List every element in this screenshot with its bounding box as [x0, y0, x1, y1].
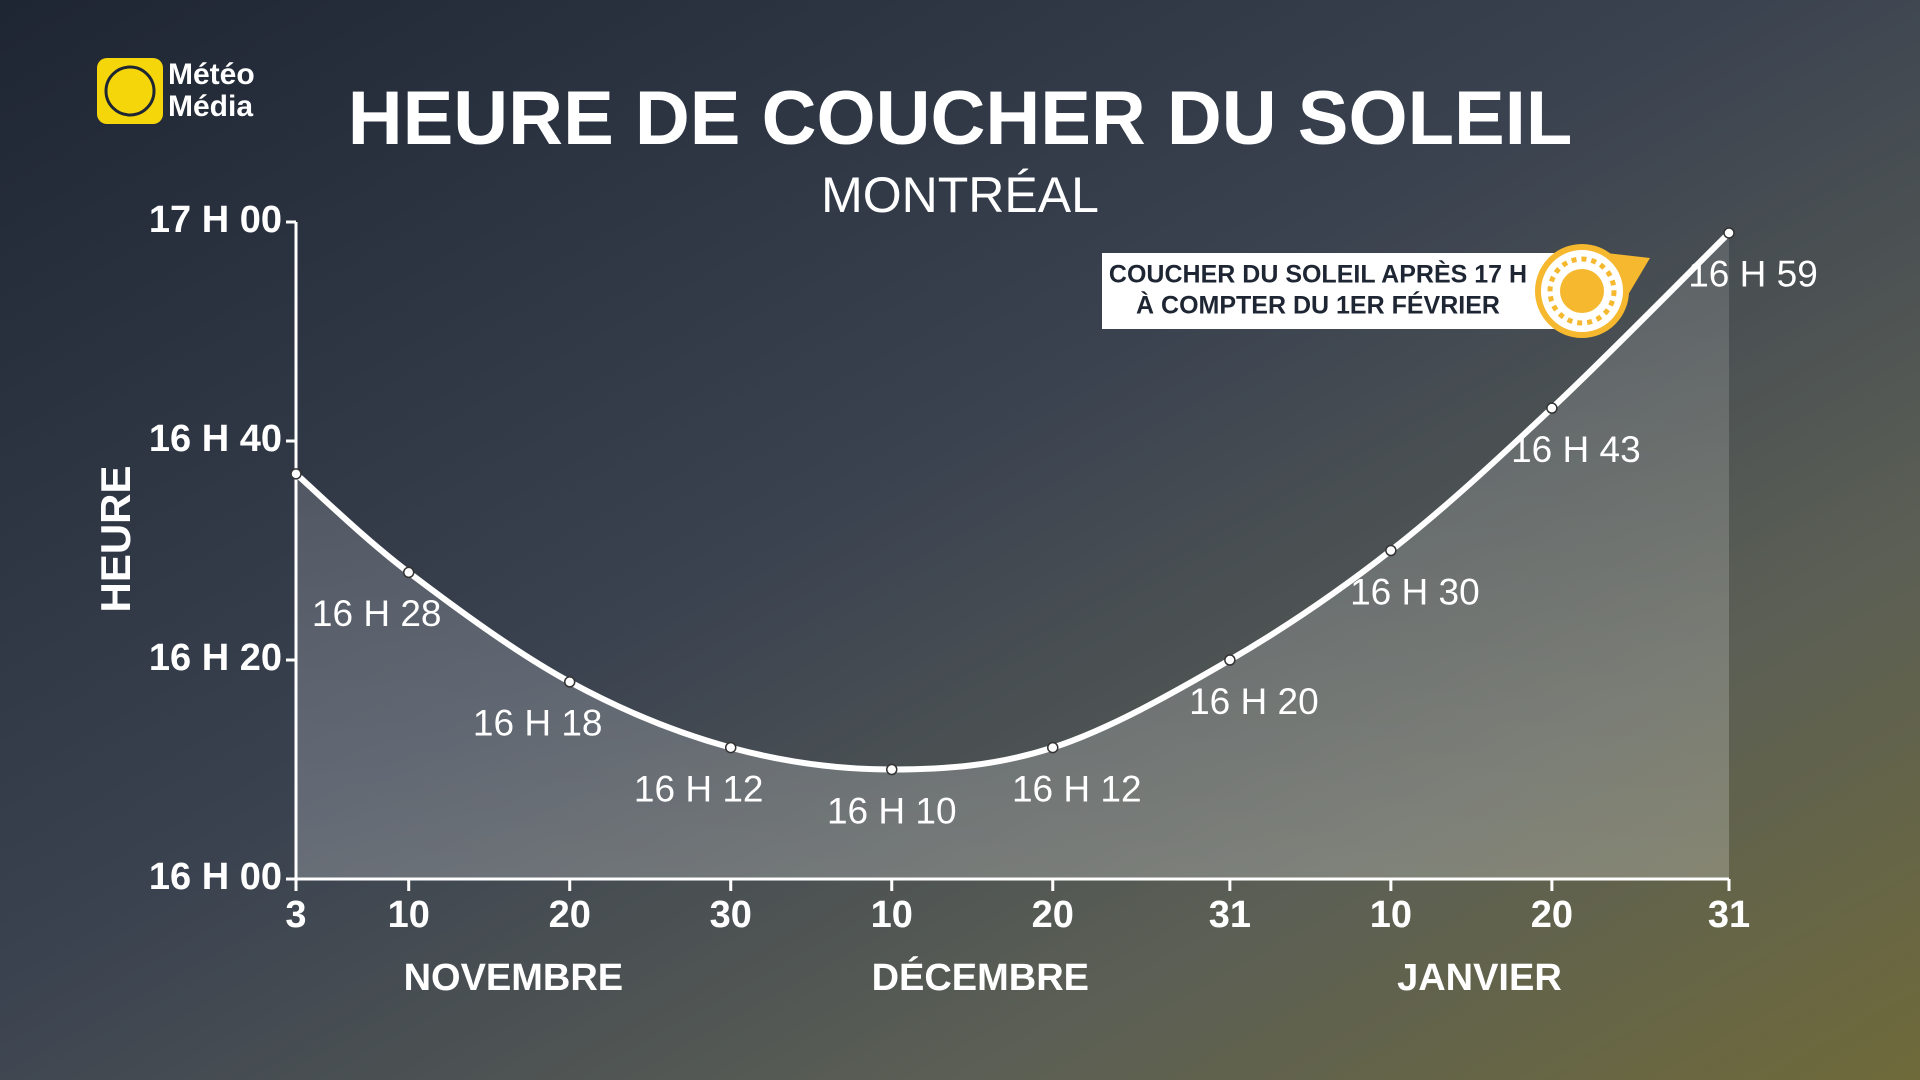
x-group-label: JANVIER [1397, 957, 1562, 999]
logo: Météo Média [97, 58, 255, 124]
point [1047, 741, 1059, 754]
x-group-label: DÉCEMBRE [872, 955, 1089, 999]
point [1224, 654, 1236, 666]
value-label: 16 H 28 [312, 593, 442, 634]
x-tick-label: 20 [1032, 894, 1074, 936]
chart-subtitle: MONTRÉAL [821, 167, 1099, 223]
logo-globe [104, 65, 156, 117]
annotation-box [1102, 253, 1572, 329]
point [724, 741, 737, 754]
y-tick-label: 16 H 00 [149, 856, 282, 898]
x-tick-label: 31 [1209, 894, 1251, 936]
x-tick-label: 10 [871, 894, 913, 936]
point [290, 468, 302, 480]
value-label: 16 H 10 [827, 790, 957, 831]
x-tick-label: 30 [710, 894, 752, 936]
value-label: 16 H 43 [1511, 429, 1641, 470]
line [294, 230, 1732, 773]
value-label: 16 H 12 [1012, 768, 1142, 809]
sun-core [1560, 269, 1604, 313]
value-label: 16 H 20 [1189, 681, 1319, 722]
annotation: COUCHER DU SOLEIL APRÈS 17 H À COMPTER D… [1102, 244, 1650, 338]
x-group-label: NOVEMBRE [404, 957, 624, 999]
sun-rays [1547, 256, 1617, 326]
y-tick-label: 16 H 40 [149, 418, 282, 460]
point [402, 566, 415, 579]
value-label: 16 H 59 [1688, 254, 1818, 295]
point [885, 763, 898, 776]
value-label: 16 H 18 [473, 703, 603, 744]
annotation-text: COUCHER DU SOLEIL APRÈS 17 H [1109, 260, 1527, 289]
logo-text: Média [168, 90, 253, 123]
x-tick-label: 20 [1531, 894, 1573, 936]
y-tick-label: 16 H 20 [149, 637, 282, 679]
y-tick-label: 17 H 00 [149, 199, 282, 241]
value-label: 16 H 12 [634, 768, 764, 809]
x-tick-label: 31 [1708, 894, 1750, 936]
x-tick-label: 10 [388, 894, 430, 936]
x-tick-label: 10 [1370, 894, 1412, 936]
plot: 16 H 00 16 H 20 16 H 40 17 H 00 3 10 20 30 10 20 3… [149, 199, 1818, 999]
point [1385, 544, 1397, 557]
x-tick-label: 20 [549, 894, 591, 936]
x-tick-label: 3 [285, 894, 306, 936]
annotation-text: À COMPTER DU 1ER FÉVRIER [1136, 291, 1500, 320]
point [1723, 227, 1735, 239]
point [563, 676, 576, 688]
area [296, 232, 1729, 879]
logo-text: Météo [168, 58, 255, 91]
value-label: 16 H 30 [1350, 571, 1480, 612]
chart-title: HEURE DE COUCHER DU SOLEIL [348, 76, 1573, 161]
point [1546, 402, 1558, 414]
y-axis-label: HEURE [92, 465, 139, 612]
